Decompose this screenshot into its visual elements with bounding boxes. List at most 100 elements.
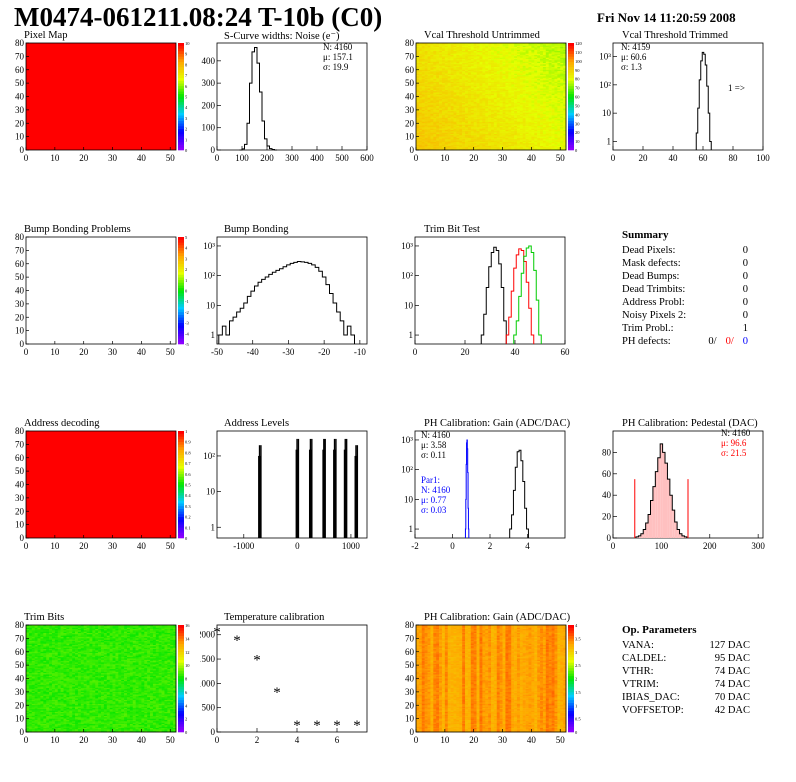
vcal-untrimmed-ytick-label: 10 (405, 132, 415, 142)
vcal-untrimmed-palette-step (568, 139, 574, 142)
address-decoding-palette-label: 0.8 (185, 450, 191, 455)
vcal-untrimmed-ytick-label: 50 (405, 78, 415, 88)
summary-row-value: 0 (743, 284, 748, 295)
vcal-untrimmed-palette-step (568, 115, 574, 118)
address-decoding-palette-step (178, 509, 184, 512)
ph-pedestal-title: PH Calibration: Pedestal (DAC) (622, 418, 758, 429)
address-decoding-palette-label: 0.9 (185, 440, 191, 445)
vcal-untrimmed-palette-step (568, 59, 574, 62)
pixel-map-ytick-label: 60 (15, 65, 25, 75)
timestamp: Fri Nov 14 11:20:59 2008 (597, 10, 736, 26)
trim-bit-test-ytick-label: 10 (404, 300, 414, 310)
vcal-untrimmed-palette-step (568, 91, 574, 94)
vcal-trimmed-stat: σ: 1.3 (621, 62, 642, 72)
pixel-map-palette-label: 6 (185, 84, 188, 89)
bump-problems-palette-step (178, 309, 184, 312)
bump-problems-palette-step (178, 256, 184, 259)
summary-row-label: Mask defects: (622, 258, 681, 269)
vcal-untrimmed-palette-step (568, 131, 574, 134)
summary-row-label: Dead Pixels: (622, 245, 675, 256)
trim-bit-test-ytick-label: 10³ (401, 241, 413, 251)
scurve-noise-ytick-label: 400 (202, 56, 216, 66)
bump-problems-palette-step (178, 266, 184, 269)
pixel-map-palette-step (178, 67, 184, 70)
ph-pedestal-ytick-label: 20 (602, 512, 612, 522)
vcal-trimmed-xtick-label: 60 (699, 153, 709, 163)
ph-gain-stat-par1: μ: 0.77 (421, 495, 447, 505)
vcal-trimmed-ytick-label: 10 (602, 108, 612, 118)
scurve-noise-xtick-label: 500 (335, 153, 349, 163)
pixel-map-xtick-label: 30 (108, 153, 118, 163)
address-decoding-palette-step (178, 444, 184, 447)
address-decoding-palette-step (178, 485, 184, 488)
bump-bonding-title: Bump Bonding (224, 224, 288, 235)
vcal-untrimmed-ytick-label: 0 (410, 145, 415, 155)
bump-bonding-frame (217, 237, 367, 344)
pixel-map-palette-label: 9 (185, 52, 188, 57)
bump-problems-palette-step (178, 272, 184, 275)
bump-problems-palette-step (178, 296, 184, 299)
scurve-noise-xtick-label: 100 (235, 153, 249, 163)
vcal-untrimmed-palette-step (568, 83, 574, 86)
scurve-noise-xtick-label: 400 (310, 153, 324, 163)
summary-row-value: 0 (743, 297, 748, 308)
scurve-noise-xtick-label: 0 (215, 153, 220, 163)
address-decoding-palette-step (178, 503, 184, 506)
pixel-map-palette-label: 7 (185, 73, 188, 78)
ph-gain-ytick-label: 10³ (401, 435, 413, 445)
bump-problems-palette-step (178, 285, 184, 288)
bump-problems-palette-step (178, 242, 184, 245)
bump-problems-palette-step (178, 301, 184, 304)
ph-gain-ytick-label: 10² (401, 465, 413, 475)
pixel-map-palette-label: 1 (185, 137, 187, 142)
ph-gain-series-0 (465, 440, 468, 538)
bump-bonding-ytick-label: 1 (211, 330, 216, 340)
address-decoding-xtick-label: 0 (24, 541, 29, 551)
pixel-map-palette-step (178, 137, 184, 140)
bump-problems-palette-step (178, 341, 184, 344)
pixel-map-palette-step (178, 139, 184, 142)
bump-problems-palette-step (178, 320, 184, 323)
address-decoding-title: Address decoding (24, 418, 100, 429)
pixel-map-palette-step (178, 54, 184, 57)
bump-problems-palette-step (178, 258, 184, 261)
summary-row: Dead Trimbits:0 (622, 284, 748, 297)
pixel-map-xtick-label: 10 (50, 153, 60, 163)
bump-problems-palette-label: 2 (185, 267, 187, 272)
scurve-noise-ytick-label: 300 (202, 78, 216, 88)
ph-pedestal-stat: N: 4160 (721, 428, 751, 438)
summary-row-value: 1 (743, 323, 748, 334)
trim-bits-cells (26, 625, 176, 732)
vcal-untrimmed-xtick-label: 20 (469, 153, 479, 163)
scurve-noise-ytick-label: 100 (202, 123, 216, 133)
bump-problems-palette-step (178, 333, 184, 336)
pixel-map-ytick-label: 20 (15, 118, 25, 128)
pixel-map-palette-step (178, 97, 184, 100)
address-levels-title: Address Levels (224, 418, 289, 429)
ph-defects-values: 0/0/0 (699, 336, 748, 347)
vcal-trimmed-ytick-label: 10² (599, 80, 611, 90)
pixel-map-palette-step (178, 94, 184, 97)
vcal-untrimmed-palette-label: 80 (575, 77, 580, 82)
pixel-map-xtick-label: 20 (79, 153, 89, 163)
vcal-untrimmed-palette-label: 20 (575, 130, 580, 135)
vcal-untrimmed-palette-step (568, 123, 574, 126)
pixel-map-palette-label: 0 (185, 148, 188, 153)
vcal-untrimmed-xtick-label: 10 (440, 153, 450, 163)
pixel-map-palette-label: 5 (185, 95, 188, 100)
pixel-map-ytick-label: 40 (15, 92, 25, 102)
address-decoding-palette-step (178, 466, 184, 469)
scurve-noise-xtick-label: 200 (260, 153, 274, 163)
bump-problems-palette-step (178, 274, 184, 277)
vcal-untrimmed-palette-label: 0 (575, 148, 578, 153)
bump-bonding-ytick-label: 10³ (203, 241, 215, 251)
trim-bit-test-series-0 (481, 247, 506, 344)
vcal-untrimmed-palette-step (568, 67, 574, 70)
pixel-map-palette-step (178, 62, 184, 65)
